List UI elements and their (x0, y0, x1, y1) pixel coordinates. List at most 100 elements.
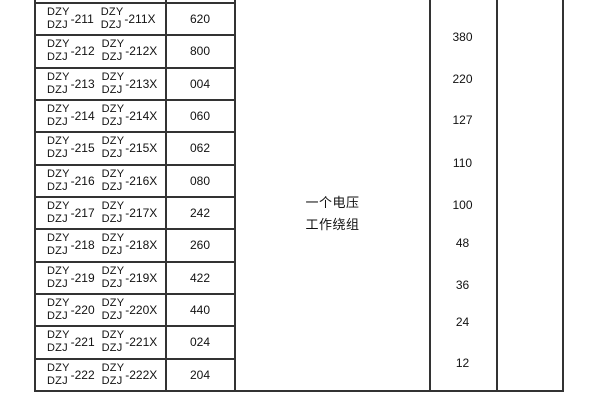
model-cell: DZY DZJ -218 DZY DZJ -218X (36, 230, 166, 260)
model-cell: DZY DZJ -211 DZY DZJ -211X (36, 4, 166, 34)
model-suffix: -215 (70, 141, 95, 156)
model-suffix-variant: -218X (125, 238, 158, 253)
model-cell: DZY DZJ -222 DZY DZJ -222X (36, 360, 166, 390)
model-prefix-top: DZY (101, 361, 125, 374)
model-prefix-stack: DZY DZJ (47, 200, 70, 226)
table-row: DZY DZJ -220 DZY DZJ -220X 440 (36, 292, 234, 325)
model-prefix-bottom: DZJ (101, 51, 123, 64)
model-prefix-bottom: DZJ (101, 245, 123, 258)
model-prefix-stack: DZY DZJ (47, 168, 70, 194)
table-row: DZY DZJ -218 DZY DZJ -218X 260 (36, 228, 234, 260)
model-prefix-bottom: DZJ (47, 213, 68, 226)
model-group-base: DZY DZJ -214 (47, 103, 95, 129)
model-prefix-stack: DZY DZJ (47, 6, 70, 32)
model-prefix-stack: DZY DZJ (47, 232, 70, 258)
model-group-variant: DZY DZJ -211X (101, 6, 156, 32)
model-prefix-stack: DZY DZJ (102, 71, 125, 97)
model-cell: DZY DZJ -220 DZY DZJ -220X (36, 295, 166, 325)
model-group-variant: DZY DZJ -214X (102, 103, 158, 129)
model-group-base: DZY DZJ -213 (47, 71, 95, 97)
winding-type-cell: 一个电压 工作绕组 (236, 192, 429, 236)
model-cell: DZY DZJ -221 DZY DZJ -221X (36, 327, 166, 357)
model-prefix-top: DZY (47, 38, 70, 51)
model-group-variant: DZY DZJ -220X (102, 297, 158, 323)
code-cell: 800 (189, 44, 211, 59)
model-group-base: DZY DZJ -216 (47, 168, 95, 194)
model-suffix: -214 (70, 109, 95, 124)
code-cell: 004 (189, 76, 211, 91)
model-prefix-bottom: DZJ (47, 245, 68, 258)
model-prefix-bottom: DZJ (47, 374, 68, 387)
model-group-base: DZY DZJ -221 (47, 329, 95, 355)
model-group-base: DZY DZJ -218 (47, 232, 95, 258)
table-row: DZY DZJ -213 DZY DZJ -213X 004 (36, 66, 234, 99)
table-row: DZY DZJ -214 DZY DZJ -214X 060 (36, 98, 234, 131)
model-prefix-bottom: DZJ (47, 116, 68, 129)
voltage-value: 100 (452, 198, 473, 212)
model-prefix-top: DZY (101, 167, 125, 180)
code-cell: 204 (189, 367, 211, 382)
model-prefix-top: DZY (101, 135, 125, 148)
model-prefix-top: DZY (47, 297, 70, 310)
model-prefix-stack: DZY DZJ (102, 168, 125, 194)
model-prefix-top: DZY (47, 200, 70, 213)
voltage-value: 48 (455, 236, 470, 250)
model-group-variant: DZY DZJ -216X (102, 168, 158, 194)
model-group-variant: DZY DZJ -222X (102, 362, 158, 388)
code-cell: 620 (189, 12, 211, 27)
model-group-variant: DZY DZJ -213X (102, 71, 158, 97)
model-prefix-bottom: DZJ (47, 19, 68, 32)
model-suffix-variant: -220X (125, 303, 158, 318)
model-suffix-variant: -214X (125, 109, 158, 124)
table-row: DZY DZJ -219 DZY DZJ -219X 422 (36, 260, 234, 293)
model-prefix-stack: DZY DZJ (102, 265, 125, 291)
model-prefix-bottom: DZJ (47, 51, 68, 64)
model-suffix: -211 (70, 12, 94, 27)
code-cell: 080 (189, 173, 211, 188)
model-suffix-variant: -211X (124, 12, 156, 27)
table-gridline-right (562, 0, 564, 392)
model-prefix-stack: DZY DZJ (47, 297, 70, 323)
code-cell: 024 (189, 335, 211, 350)
model-prefix-top: DZY (101, 329, 125, 342)
model-group-base: DZY DZJ -212 (47, 38, 95, 64)
model-prefix-bottom: DZJ (101, 83, 123, 96)
table-row: DZY DZJ -221 DZY DZJ -221X 024 (36, 325, 234, 357)
model-suffix-variant: -213X (125, 76, 158, 91)
model-group-variant: DZY DZJ -212X (102, 38, 158, 64)
table-row: DZY DZJ -216 DZY DZJ -216X 080 (36, 163, 234, 196)
code-cell: 060 (189, 109, 211, 124)
model-prefix-stack: DZY DZJ (47, 265, 70, 291)
winding-label-line1: 一个电压 (305, 195, 360, 210)
model-group-variant: DZY DZJ -219X (102, 265, 158, 291)
table-gridline-voltage-empty (496, 0, 498, 392)
model-prefix-stack: DZY DZJ (47, 362, 70, 388)
model-group-variant: DZY DZJ -221X (102, 329, 158, 355)
table-bottom-border (34, 390, 564, 392)
model-group-variant: DZY DZJ -218X (102, 232, 158, 258)
model-prefix-top: DZY (101, 200, 125, 213)
model-prefix-top: DZY (47, 70, 70, 83)
model-prefix-bottom: DZJ (47, 180, 68, 193)
model-prefix-top: DZY (101, 103, 125, 116)
model-cell: DZY DZJ -214 DZY DZJ -214X (36, 101, 166, 131)
model-prefix-stack: DZY DZJ (47, 103, 70, 129)
model-group-variant: DZY DZJ -217X (102, 200, 158, 226)
model-table: DZY DZJ -211 DZY DZJ -211X 620 DZY DZJ (36, 2, 234, 390)
voltage-value: 110 (452, 156, 473, 170)
code-cell: 062 (189, 141, 211, 156)
model-prefix-top: DZY (101, 232, 125, 245)
model-prefix-top: DZY (101, 70, 125, 83)
model-prefix-top: DZY (47, 167, 70, 180)
model-prefix-bottom: DZJ (101, 116, 123, 129)
model-prefix-bottom: DZJ (100, 19, 122, 32)
model-prefix-bottom: DZJ (47, 342, 68, 355)
model-prefix-stack: DZY DZJ (47, 329, 70, 355)
model-prefix-top: DZY (101, 297, 125, 310)
model-prefix-stack: DZY DZJ (101, 6, 124, 32)
voltage-value: 24 (455, 315, 470, 329)
model-prefix-bottom: DZJ (47, 310, 68, 323)
model-prefix-stack: DZY DZJ (102, 103, 125, 129)
model-group-base: DZY DZJ -217 (47, 200, 95, 226)
